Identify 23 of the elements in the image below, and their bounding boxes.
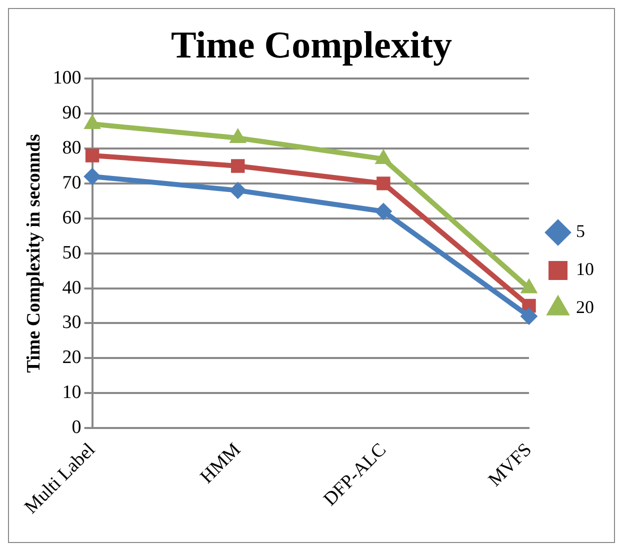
y-tick-label: 90 [62,102,82,124]
point [374,202,392,220]
point [231,159,245,173]
y-tick-label: 40 [62,277,82,298]
legend-label: 20 [576,297,594,318]
y-tick-label: 0 [72,417,82,438]
y-tick-label: 70 [62,172,82,194]
chart-title: Time Complexity [170,24,452,67]
y-tick-label: 100 [52,68,82,89]
y-tick-label: 10 [62,382,82,404]
y-tick-label: 60 [62,207,82,228]
point [229,182,246,199]
y-tick-label: 80 [62,137,82,158]
point [520,308,538,325]
y-axis-title: Time Complexity in seconnds [23,134,44,373]
y-tick-label: 30 [62,312,82,334]
point [84,168,101,185]
y-tick-label: 20 [62,347,82,368]
point [85,148,100,162]
point [376,176,390,190]
y-tick-label: 50 [62,242,82,264]
legend-label: 10 [576,259,594,280]
legend-label: 5 [576,221,585,242]
